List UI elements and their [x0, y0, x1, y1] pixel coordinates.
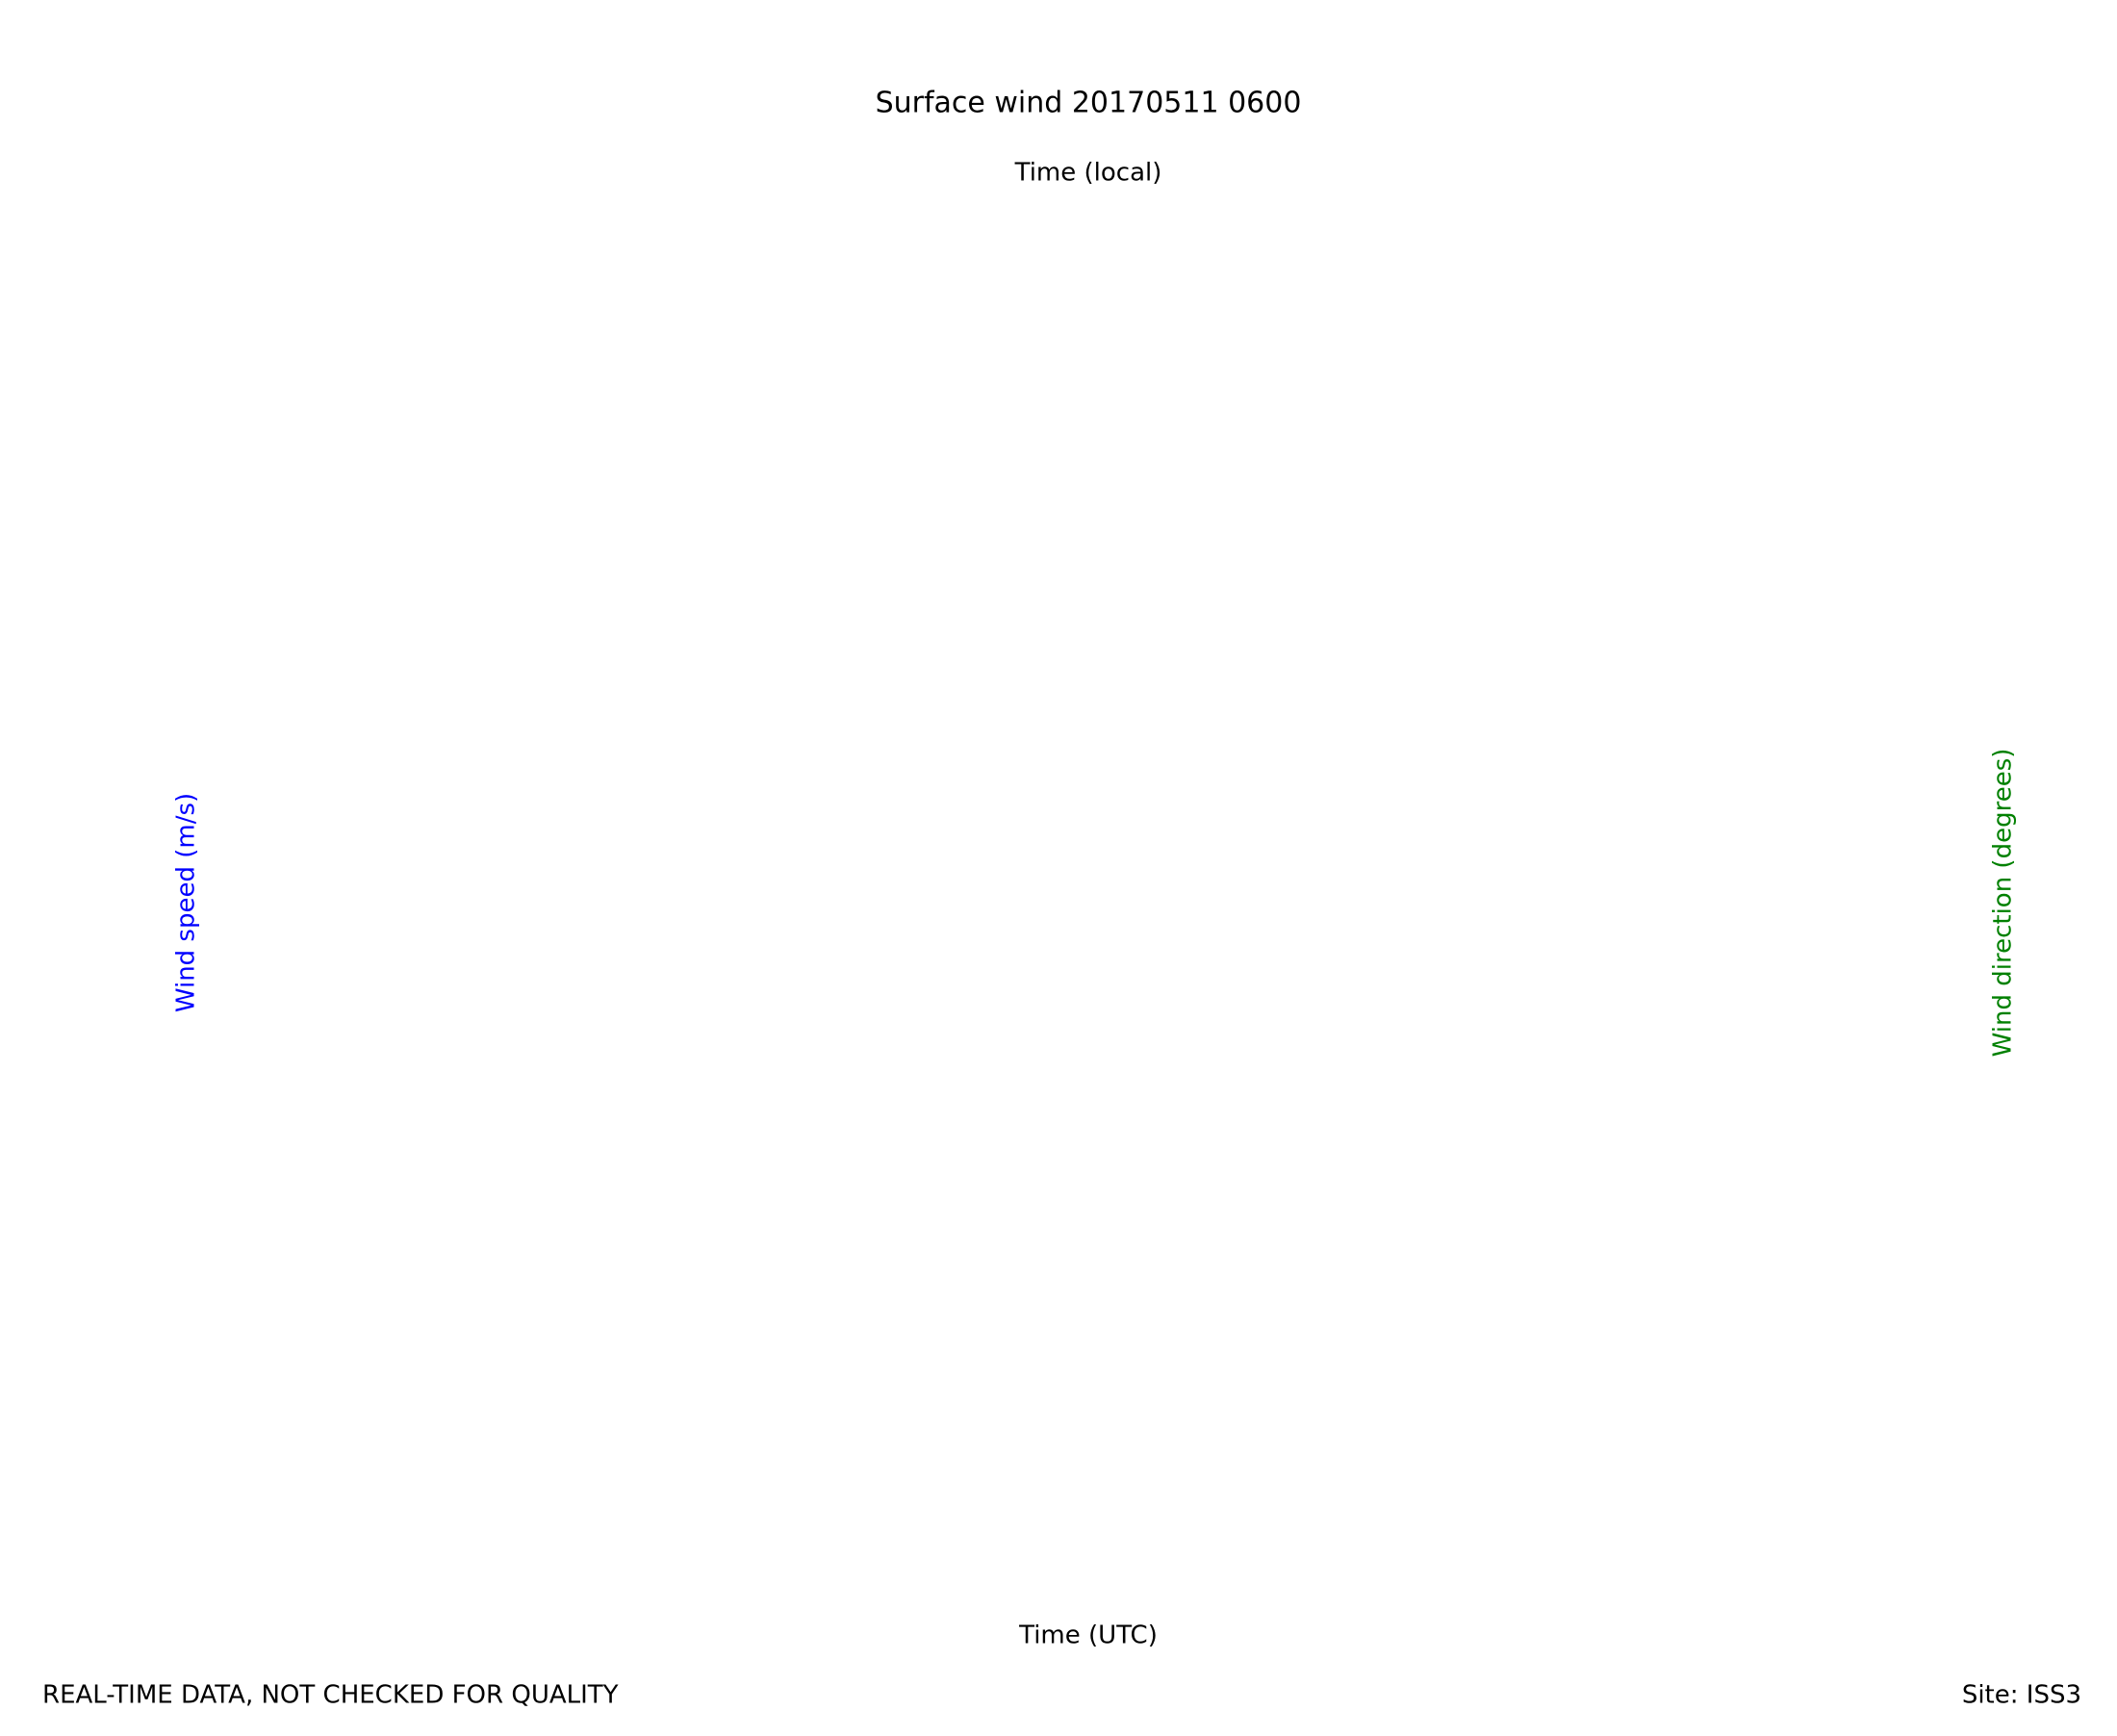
site-label: Site: ISS3 [1962, 1681, 2081, 1710]
chart-title: Surface wind 20170511 0600 [876, 87, 1302, 120]
x2-axis-label: Time (local) [1014, 159, 1162, 188]
y-axis-label: Wind speed (m/s) [172, 793, 201, 1012]
x-axis-label: Time (UTC) [1018, 1621, 1158, 1650]
y2-axis-label: Wind direction (degrees) [1989, 749, 2018, 1058]
footer-note: REAL-TIME DATA, NOT CHECKED FOR QUALITY [42, 1681, 619, 1710]
